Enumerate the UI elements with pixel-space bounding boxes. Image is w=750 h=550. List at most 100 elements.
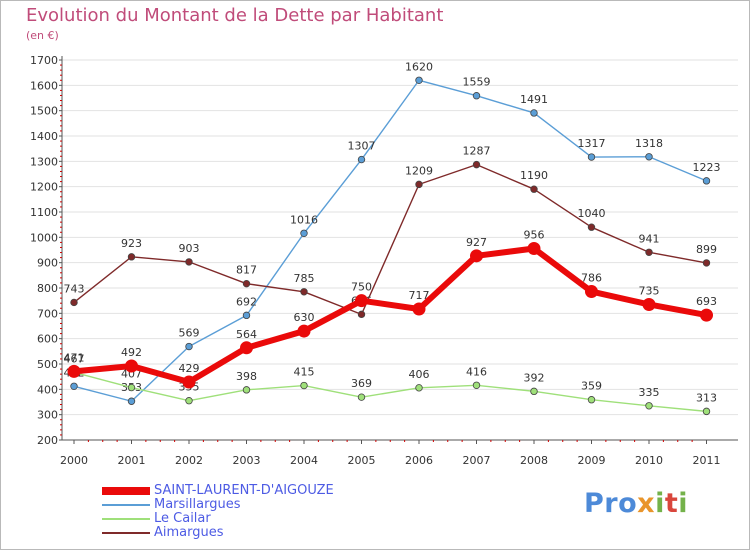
series-line: [73, 371, 708, 413]
data-point: [70, 382, 78, 390]
data-point: [702, 407, 711, 416]
series-line: [73, 79, 708, 402]
data-label: 1016: [290, 213, 318, 226]
data-point: [300, 229, 308, 237]
chart-subtitle: (en €): [26, 29, 59, 42]
proxiti-logo: Proxiti: [584, 488, 689, 519]
data-label: 407: [121, 368, 142, 381]
y-tick-label: 600: [37, 333, 58, 346]
data-point: [645, 153, 653, 161]
data-label: 1491: [520, 93, 548, 106]
data-point: [300, 381, 308, 390]
y-tick-label: 900: [37, 257, 58, 270]
data-label: 743: [64, 282, 85, 295]
y-tick-label: 300: [37, 409, 58, 422]
data-label: 923: [121, 237, 142, 250]
data-point: [700, 308, 713, 322]
data-point: [240, 341, 253, 355]
data-point: [182, 375, 196, 389]
y-tick-label: 1700: [30, 54, 58, 67]
data-point: [185, 342, 193, 351]
y-tick-label: 1200: [30, 181, 58, 194]
data-label: 1287: [463, 145, 491, 158]
data-point: [587, 396, 596, 404]
data-point: [415, 180, 423, 189]
data-point: [67, 364, 81, 378]
legend-label: Le Cailar: [154, 511, 211, 526]
data-label: 359: [581, 380, 602, 393]
data-label: 398: [236, 370, 257, 383]
data-point: [185, 397, 193, 405]
data-label: 416: [466, 365, 487, 378]
data-label: 467: [64, 352, 85, 365]
data-label: 1318: [635, 137, 663, 150]
data-label: 1223: [693, 161, 721, 174]
data-point: [530, 387, 538, 396]
data-label: 717: [409, 289, 430, 302]
y-tick-label: 1600: [30, 79, 58, 92]
data-label: 956: [524, 228, 545, 241]
data-label: 1307: [348, 140, 376, 153]
data-label: 406: [409, 368, 430, 381]
data-label: 817: [236, 264, 257, 277]
data-label: 927: [466, 236, 487, 249]
legend-swatch: [102, 518, 150, 520]
legend-label: Aimargues: [154, 525, 224, 540]
data-point: [530, 109, 538, 117]
data-point: [645, 248, 653, 256]
data-point: [587, 223, 596, 231]
legend-label: SAINT-LAURENT-D'AIGOUZE: [154, 483, 334, 498]
data-point: [412, 302, 426, 316]
data-label: 903: [179, 242, 200, 255]
x-tick-label: 2003: [233, 454, 261, 467]
data-label: 564: [236, 328, 257, 341]
x-tick-label: 2009: [578, 454, 606, 467]
x-tick-label: 2004: [290, 454, 318, 467]
data-point: [642, 297, 656, 311]
data-label: 899: [696, 243, 717, 256]
y-tick-label: 400: [37, 383, 58, 396]
x-tick-label: 2011: [693, 454, 721, 467]
data-point: [127, 383, 136, 392]
legend-swatch: [102, 487, 150, 495]
data-label: 569: [179, 327, 200, 340]
series-line: [73, 163, 708, 316]
y-tick-label: 1400: [30, 130, 58, 143]
data-point: [70, 298, 78, 307]
data-point: [127, 397, 136, 405]
data-point: [185, 258, 193, 266]
data-point: [242, 279, 251, 288]
data-point: [415, 76, 423, 84]
data-label: 492: [121, 346, 142, 359]
data-label: 369: [351, 377, 372, 390]
y-tick-label: 200: [37, 434, 58, 447]
y-tick-label: 1000: [30, 231, 58, 244]
data-point: [297, 324, 311, 338]
data-point: [357, 155, 366, 164]
x-tick-label: 2006: [405, 454, 433, 467]
data-point: [585, 285, 598, 299]
y-tick-label: 1100: [30, 206, 58, 219]
data-point: [355, 294, 368, 308]
data-point: [470, 249, 483, 263]
y-tick-label: 800: [37, 282, 58, 295]
data-label: 786: [581, 272, 602, 285]
data-point: [702, 177, 711, 185]
y-tick-label: 1300: [30, 155, 58, 168]
y-tick-label: 1500: [30, 105, 58, 118]
data-point: [357, 310, 366, 319]
data-label: 1620: [405, 60, 433, 73]
legend-swatch: [102, 532, 150, 534]
data-point: [300, 288, 308, 296]
x-tick-label: 2000: [60, 454, 88, 467]
data-label: 750: [351, 281, 372, 294]
legend-label: Marsillargues: [154, 497, 241, 512]
x-tick-label: 2001: [118, 454, 146, 467]
data-label: 1559: [463, 76, 491, 89]
data-label: 429: [179, 362, 200, 375]
data-point: [472, 160, 481, 169]
data-label: 1040: [578, 207, 606, 220]
data-label: 471: [64, 351, 85, 364]
